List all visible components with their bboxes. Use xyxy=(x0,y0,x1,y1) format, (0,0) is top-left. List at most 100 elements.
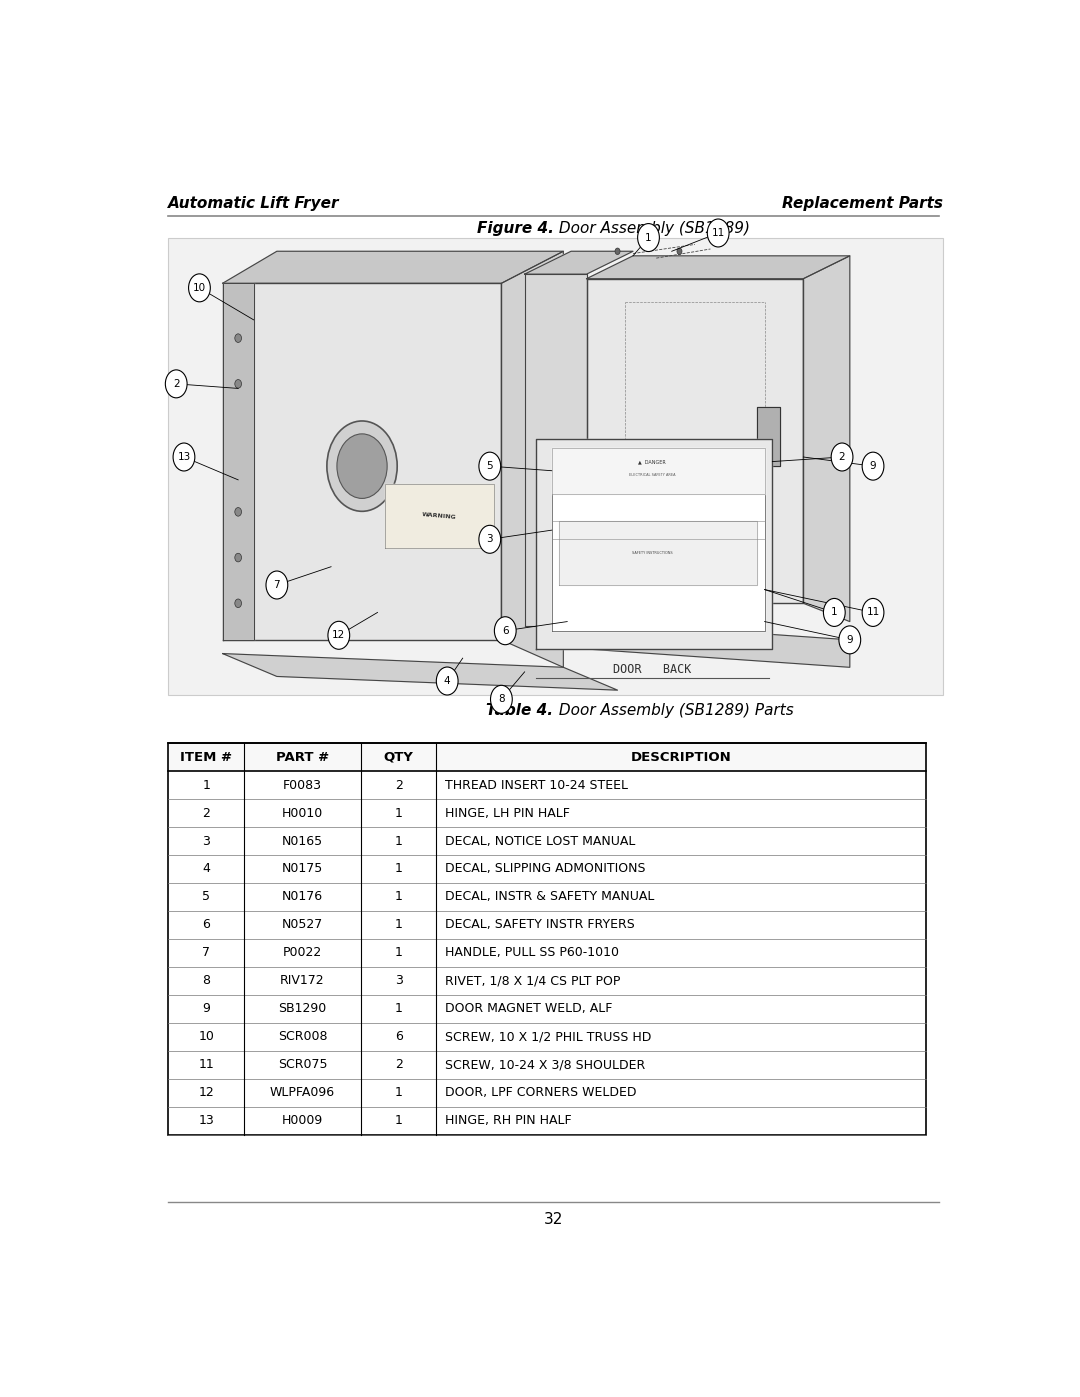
Text: DOOR MAGNET WELD, ALF: DOOR MAGNET WELD, ALF xyxy=(445,1002,612,1016)
Text: 1: 1 xyxy=(394,918,403,932)
Polygon shape xyxy=(222,251,564,284)
Text: 1: 1 xyxy=(645,232,652,243)
Text: SAFETY INSTRUCTIONS: SAFETY INSTRUCTIONS xyxy=(632,550,673,555)
Text: WARNING: WARNING xyxy=(422,513,457,521)
Text: ITEM #: ITEM # xyxy=(180,750,232,764)
Polygon shape xyxy=(757,407,780,467)
Text: DECAL, NOTICE LOST MANUAL: DECAL, NOTICE LOST MANUAL xyxy=(445,834,635,848)
Text: 10: 10 xyxy=(193,282,206,293)
Text: HANDLE, PULL SS P60-1010: HANDLE, PULL SS P60-1010 xyxy=(445,946,619,960)
Text: SCREW, 10-24 X 3/8 SHOULDER: SCREW, 10-24 X 3/8 SHOULDER xyxy=(445,1059,645,1071)
Circle shape xyxy=(266,571,287,599)
Text: 4: 4 xyxy=(202,862,211,876)
Text: HINGE, LH PIN HALF: HINGE, LH PIN HALF xyxy=(445,806,569,820)
Bar xyxy=(168,743,926,1134)
Text: 9: 9 xyxy=(869,461,876,471)
Circle shape xyxy=(707,219,729,247)
Circle shape xyxy=(436,666,458,694)
Polygon shape xyxy=(586,256,850,279)
Polygon shape xyxy=(559,521,757,585)
Text: 8: 8 xyxy=(498,694,504,704)
Text: 1: 1 xyxy=(394,806,403,820)
Polygon shape xyxy=(586,279,804,604)
Circle shape xyxy=(823,598,846,626)
Circle shape xyxy=(189,274,211,302)
Text: RIVET, 1/8 X 1/4 CS PLT POP: RIVET, 1/8 X 1/4 CS PLT POP xyxy=(445,974,620,988)
Text: 6: 6 xyxy=(502,626,509,636)
Text: DECAL, SAFETY INSTR FRYERS: DECAL, SAFETY INSTR FRYERS xyxy=(445,918,634,932)
Circle shape xyxy=(328,622,350,650)
Polygon shape xyxy=(552,448,765,493)
Bar xyxy=(168,743,926,771)
Text: 10: 10 xyxy=(199,1031,214,1044)
Circle shape xyxy=(327,420,397,511)
Circle shape xyxy=(637,224,660,251)
Text: 9: 9 xyxy=(847,634,853,645)
Text: H0009: H0009 xyxy=(282,1115,323,1127)
Text: 13: 13 xyxy=(199,1115,214,1127)
Text: N0165: N0165 xyxy=(282,834,323,848)
Polygon shape xyxy=(586,622,850,668)
Text: 3: 3 xyxy=(394,974,403,988)
Text: 1: 1 xyxy=(394,1087,403,1099)
Circle shape xyxy=(173,443,194,471)
Text: 1: 1 xyxy=(394,862,403,876)
Text: 5: 5 xyxy=(202,890,211,904)
Text: F0083: F0083 xyxy=(283,778,322,792)
Text: Door Assembly (SB1289): Door Assembly (SB1289) xyxy=(554,222,750,236)
Text: 32: 32 xyxy=(544,1213,563,1227)
Text: SCR008: SCR008 xyxy=(278,1031,327,1044)
Text: QTY: QTY xyxy=(383,750,414,764)
Text: 1: 1 xyxy=(394,890,403,904)
Text: 3: 3 xyxy=(202,834,211,848)
Text: 12: 12 xyxy=(333,630,346,640)
Text: 6: 6 xyxy=(394,1031,403,1044)
Text: 11: 11 xyxy=(712,228,725,237)
Circle shape xyxy=(478,453,501,481)
Text: 1: 1 xyxy=(394,1002,403,1016)
Text: DOOR, LPF CORNERS WELDED: DOOR, LPF CORNERS WELDED xyxy=(445,1087,636,1099)
Circle shape xyxy=(234,553,242,562)
Text: 4: 4 xyxy=(444,676,450,686)
Circle shape xyxy=(490,686,512,714)
Polygon shape xyxy=(501,251,564,668)
Circle shape xyxy=(646,243,651,250)
Polygon shape xyxy=(222,284,254,640)
Circle shape xyxy=(839,626,861,654)
Text: 7: 7 xyxy=(273,580,280,590)
Text: 6: 6 xyxy=(202,918,211,932)
Text: H0010: H0010 xyxy=(282,806,323,820)
Bar xyxy=(168,237,943,694)
Text: N0527: N0527 xyxy=(282,918,323,932)
Circle shape xyxy=(478,525,501,553)
Text: WLPFA096: WLPFA096 xyxy=(270,1087,335,1099)
Text: 5: 5 xyxy=(486,461,494,471)
Polygon shape xyxy=(386,485,494,549)
Text: DECAL, INSTR & SAFETY MANUAL: DECAL, INSTR & SAFETY MANUAL xyxy=(445,890,654,904)
Text: Replacement Parts: Replacement Parts xyxy=(782,196,943,211)
Text: 7: 7 xyxy=(202,946,211,960)
Polygon shape xyxy=(537,439,772,650)
Circle shape xyxy=(862,598,883,626)
Circle shape xyxy=(234,380,242,388)
Text: SB1290: SB1290 xyxy=(279,1002,326,1016)
Circle shape xyxy=(337,434,387,499)
Text: 9: 9 xyxy=(202,1002,211,1016)
Text: 11: 11 xyxy=(866,608,879,617)
Text: 1: 1 xyxy=(394,834,403,848)
Text: RIV172: RIV172 xyxy=(280,974,325,988)
Circle shape xyxy=(234,334,242,342)
Text: 2: 2 xyxy=(202,806,211,820)
Text: PART #: PART # xyxy=(275,750,329,764)
Polygon shape xyxy=(525,251,633,274)
Circle shape xyxy=(615,249,620,254)
Text: Table 4.: Table 4. xyxy=(486,703,554,718)
Text: SCREW, 10 X 1/2 PHIL TRUSS HD: SCREW, 10 X 1/2 PHIL TRUSS HD xyxy=(445,1031,651,1044)
Polygon shape xyxy=(525,274,586,626)
Text: 1: 1 xyxy=(831,608,838,617)
Text: 8: 8 xyxy=(202,974,211,988)
Text: 12: 12 xyxy=(199,1087,214,1099)
Text: SCR075: SCR075 xyxy=(278,1059,327,1071)
Text: 2: 2 xyxy=(173,379,179,388)
Circle shape xyxy=(832,443,853,471)
